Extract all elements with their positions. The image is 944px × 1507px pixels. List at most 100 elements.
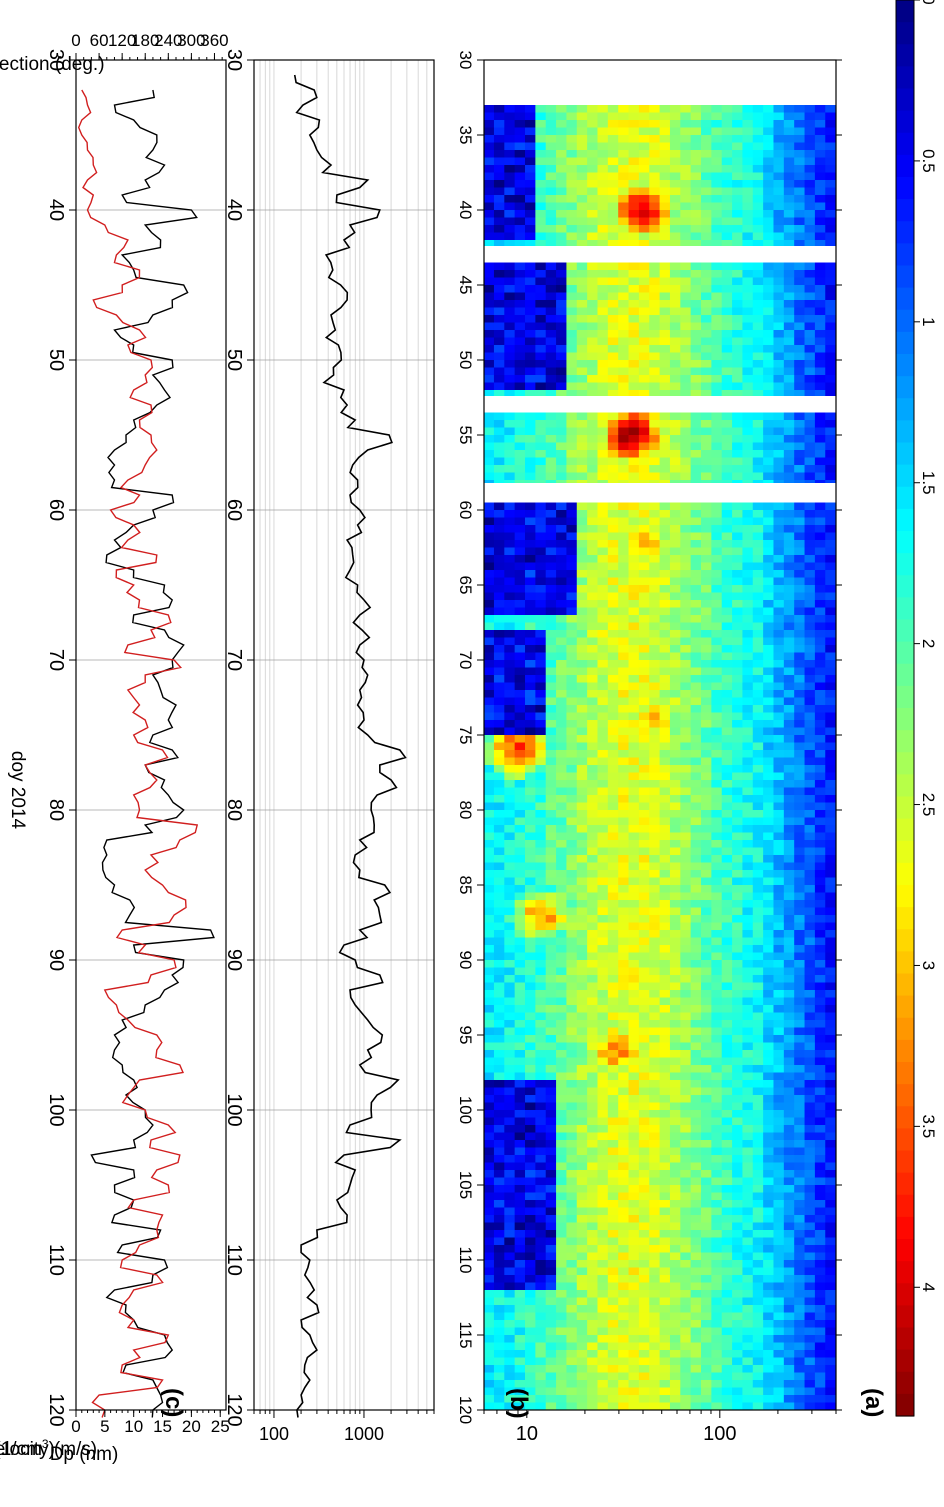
heatmap-cell bbox=[804, 517, 816, 526]
heatmap-cell bbox=[525, 262, 536, 271]
heatmap-cell bbox=[514, 885, 526, 893]
heatmap-cell bbox=[732, 1207, 743, 1216]
heatmap-cell bbox=[752, 1162, 764, 1171]
heatmap-cell bbox=[638, 705, 650, 713]
heatmap-cell bbox=[587, 787, 598, 796]
heatmap-cell bbox=[618, 712, 629, 721]
heatmap-cell bbox=[545, 585, 557, 593]
heatmap-cell bbox=[576, 810, 588, 818]
heatmap-cell bbox=[659, 817, 671, 826]
heatmap-cell bbox=[814, 540, 826, 548]
heatmap-cell bbox=[597, 607, 609, 616]
heatmap-cell bbox=[618, 607, 629, 616]
heatmap-cell bbox=[804, 787, 816, 796]
heatmap-cell bbox=[773, 667, 785, 676]
heatmap-cell bbox=[680, 1080, 692, 1088]
heatmap-cell bbox=[493, 457, 505, 466]
heatmap-cell bbox=[732, 817, 743, 826]
heatmap-cell bbox=[504, 787, 516, 796]
heatmap-cell bbox=[628, 1050, 640, 1058]
heatmap-cell bbox=[556, 420, 567, 428]
colorbar-band bbox=[896, 796, 914, 820]
heatmap-cell bbox=[701, 525, 712, 533]
heatmap-cell bbox=[638, 187, 650, 196]
heatmap-cell bbox=[783, 1170, 795, 1178]
heatmap-cell bbox=[504, 450, 516, 458]
heatmap-cell bbox=[794, 877, 805, 886]
heatmap-cell bbox=[628, 450, 640, 458]
heatmap-cell bbox=[690, 952, 702, 961]
heatmap-cell bbox=[638, 322, 650, 331]
heatmap-cell bbox=[504, 705, 516, 713]
heatmap-cell bbox=[783, 795, 795, 803]
heatmap-cell bbox=[669, 1012, 681, 1021]
heatmap-cell bbox=[659, 615, 671, 623]
heatmap-cell bbox=[825, 540, 836, 548]
heatmap-cell bbox=[659, 1102, 671, 1111]
heatmap-cell bbox=[825, 1117, 836, 1126]
heatmap-cell bbox=[690, 1177, 702, 1186]
heatmap-cell bbox=[773, 300, 785, 308]
heatmap-cell bbox=[659, 645, 671, 653]
heatmap-cell bbox=[659, 855, 671, 863]
heatmap-cell bbox=[742, 1065, 754, 1073]
heatmap-cell bbox=[576, 180, 588, 188]
heatmap-cell bbox=[483, 975, 495, 983]
heatmap-cell bbox=[525, 1162, 536, 1171]
heatmap-cell bbox=[804, 1117, 816, 1126]
heatmap-cell bbox=[483, 172, 495, 181]
heatmap-cell bbox=[742, 600, 754, 608]
heatmap-cell bbox=[669, 757, 681, 766]
heatmap-cell bbox=[783, 322, 795, 331]
heatmap-cell bbox=[669, 195, 681, 203]
heatmap-cell bbox=[659, 352, 671, 361]
heatmap-cell bbox=[628, 285, 640, 293]
heatmap-cell bbox=[773, 1162, 785, 1171]
heatmap-cell bbox=[597, 172, 609, 181]
heatmap-cell bbox=[721, 285, 733, 293]
heatmap-cell bbox=[711, 1057, 723, 1066]
heatmap-cell bbox=[721, 1192, 733, 1201]
heatmap-cell bbox=[576, 435, 588, 443]
heatmap-cell bbox=[783, 720, 795, 728]
heatmap-cell bbox=[742, 570, 754, 578]
heatmap-cell bbox=[607, 742, 619, 751]
heatmap-cell bbox=[597, 270, 609, 278]
heatmap-cell bbox=[773, 465, 785, 473]
heatmap-cell bbox=[514, 232, 526, 241]
heatmap-cell bbox=[814, 157, 826, 166]
heatmap-cell bbox=[814, 457, 826, 466]
heatmap-cell bbox=[701, 382, 712, 391]
heatmap-cell bbox=[514, 420, 526, 428]
heatmap-cell bbox=[794, 540, 805, 548]
heatmap-cell bbox=[618, 847, 629, 856]
heatmap-cell bbox=[493, 420, 505, 428]
heatmap-cell bbox=[659, 135, 671, 143]
heatmap-cell bbox=[545, 1117, 557, 1126]
heatmap-cell bbox=[638, 922, 650, 931]
heatmap-cell bbox=[732, 630, 743, 638]
heatmap-cell bbox=[576, 1005, 588, 1013]
heatmap-cell bbox=[804, 630, 816, 638]
heatmap-cell bbox=[690, 472, 702, 481]
heatmap-cell bbox=[721, 817, 733, 826]
heatmap-cell bbox=[804, 352, 816, 361]
heatmap-cell bbox=[597, 1042, 609, 1051]
heatmap-cell bbox=[628, 172, 640, 181]
heatmap-cell bbox=[587, 127, 598, 136]
heatmap-cell bbox=[597, 1095, 609, 1103]
heatmap-cell bbox=[701, 735, 712, 743]
heatmap-cell bbox=[742, 525, 754, 533]
heatmap-cell bbox=[721, 517, 733, 526]
heatmap-cell bbox=[794, 855, 805, 863]
heatmap-cell bbox=[628, 1162, 640, 1171]
heatmap-cell bbox=[773, 1207, 785, 1216]
heatmap-cell bbox=[711, 525, 723, 533]
heatmap-cell bbox=[618, 540, 629, 548]
heatmap-cell bbox=[711, 1110, 723, 1118]
heatmap-cell bbox=[773, 525, 785, 533]
heatmap-cell bbox=[794, 1155, 805, 1163]
heatmap-cell bbox=[690, 855, 702, 863]
heatmap-cell bbox=[804, 135, 816, 143]
heatmap-cell bbox=[493, 157, 505, 166]
